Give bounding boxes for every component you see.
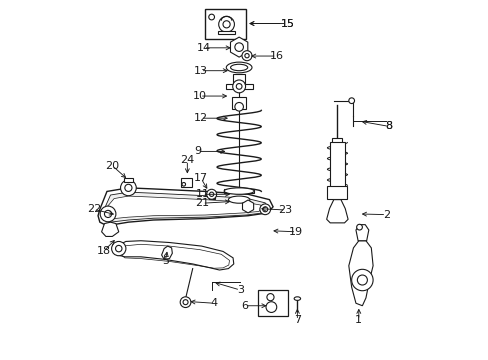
Ellipse shape	[294, 297, 300, 300]
Text: 7: 7	[293, 315, 300, 325]
Text: 17: 17	[193, 173, 207, 183]
Text: 9: 9	[193, 147, 201, 157]
Polygon shape	[107, 196, 262, 219]
Circle shape	[183, 300, 188, 305]
Circle shape	[266, 294, 273, 301]
Bar	[205, 9, 246, 39]
Circle shape	[100, 206, 116, 222]
Text: 5: 5	[162, 256, 168, 266]
Circle shape	[180, 297, 190, 307]
Polygon shape	[162, 246, 172, 259]
Polygon shape	[103, 192, 267, 222]
Circle shape	[244, 54, 248, 58]
Circle shape	[265, 302, 276, 312]
Circle shape	[223, 21, 230, 28]
Text: 8: 8	[385, 121, 392, 131]
Text: 22: 22	[86, 204, 101, 214]
Ellipse shape	[228, 196, 249, 203]
Circle shape	[104, 210, 111, 217]
Text: 24: 24	[180, 156, 194, 165]
Circle shape	[357, 275, 366, 285]
Polygon shape	[98, 188, 272, 226]
Circle shape	[259, 204, 270, 215]
Bar	[332, 157, 342, 187]
Bar	[257, 290, 287, 316]
Text: 2: 2	[382, 210, 389, 220]
Bar	[181, 178, 192, 187]
Ellipse shape	[226, 62, 251, 73]
Text: 15: 15	[280, 18, 294, 28]
Polygon shape	[355, 225, 368, 241]
Circle shape	[351, 269, 372, 291]
Bar	[326, 186, 346, 199]
Circle shape	[209, 192, 213, 197]
Text: 20: 20	[105, 161, 119, 171]
Text: 19: 19	[288, 227, 303, 237]
Text: 10: 10	[192, 91, 206, 101]
Text: 13: 13	[193, 66, 207, 76]
Circle shape	[124, 184, 132, 192]
Text: 4: 4	[210, 298, 217, 308]
Ellipse shape	[224, 188, 254, 194]
Polygon shape	[348, 241, 372, 306]
Circle shape	[111, 242, 125, 256]
Bar	[225, 84, 252, 89]
Circle shape	[234, 43, 243, 51]
Circle shape	[236, 84, 242, 89]
Circle shape	[262, 207, 267, 212]
Bar	[233, 74, 244, 84]
Bar	[231, 97, 246, 109]
Bar	[208, 194, 215, 199]
Text: 12: 12	[193, 113, 207, 123]
Circle shape	[348, 98, 354, 104]
Bar	[224, 189, 254, 193]
Text: 8: 8	[385, 121, 392, 131]
Bar	[332, 138, 342, 144]
Text: 15: 15	[280, 18, 294, 28]
Bar	[123, 178, 133, 182]
Text: 16: 16	[269, 51, 283, 61]
Circle shape	[356, 224, 362, 230]
Text: 14: 14	[196, 43, 210, 53]
Circle shape	[234, 103, 243, 111]
Text: 23: 23	[278, 205, 292, 215]
Polygon shape	[102, 222, 119, 237]
Text: 6: 6	[241, 301, 247, 311]
Text: 1: 1	[355, 315, 362, 325]
Circle shape	[115, 246, 122, 252]
Bar	[329, 143, 345, 187]
Ellipse shape	[230, 64, 247, 71]
Bar	[217, 31, 235, 34]
Text: 11: 11	[195, 189, 209, 199]
Circle shape	[232, 80, 245, 93]
Text: 3: 3	[236, 285, 243, 295]
Circle shape	[218, 17, 234, 32]
Polygon shape	[326, 200, 347, 223]
Circle shape	[182, 183, 185, 186]
Text: 21: 21	[195, 198, 209, 208]
Circle shape	[242, 51, 251, 61]
Polygon shape	[115, 241, 233, 270]
Circle shape	[206, 189, 216, 199]
Circle shape	[208, 14, 214, 20]
Circle shape	[121, 180, 136, 196]
Text: 18: 18	[96, 247, 110, 256]
